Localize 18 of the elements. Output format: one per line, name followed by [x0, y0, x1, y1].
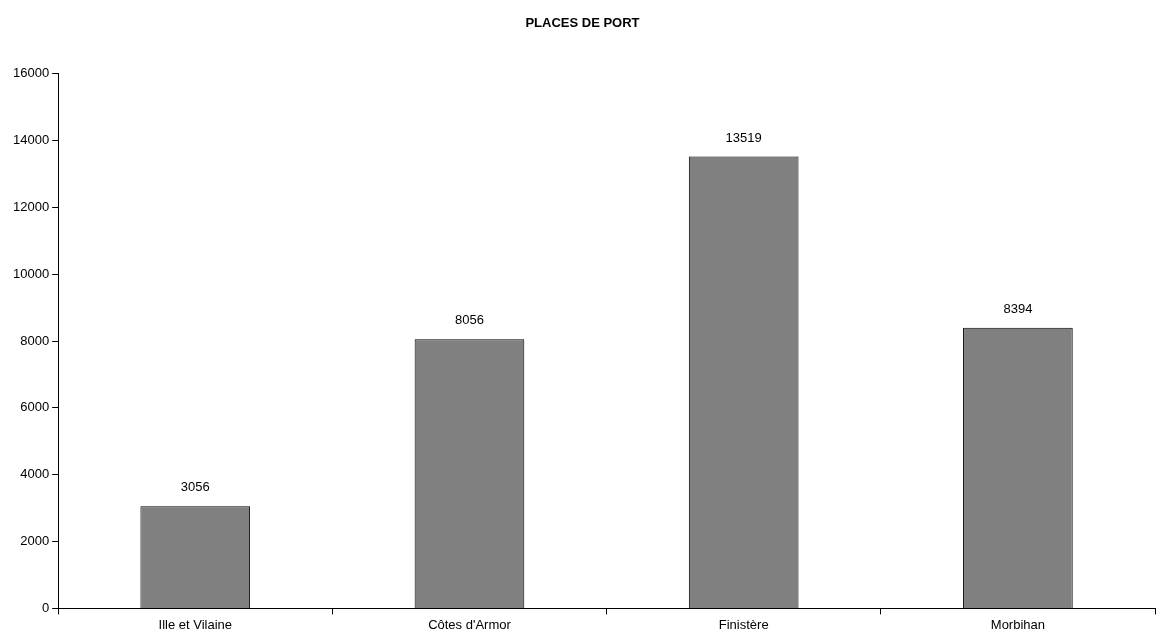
data-label: 8056 — [455, 312, 484, 328]
y-tick-label: 6000 — [20, 399, 50, 415]
x-tick-label: Côtes d'Armor — [428, 616, 512, 632]
data-label: 8394 — [1003, 300, 1033, 316]
y-tick-label: 0 — [41, 599, 50, 615]
y-tick-label: 10000 — [12, 265, 50, 281]
y-tick-label: 2000 — [20, 533, 50, 549]
y-tick-label: 4000 — [20, 466, 50, 482]
y-tick-label: 8000 — [20, 332, 50, 348]
y-tick-label: 12000 — [12, 198, 50, 214]
x-tick-label: Ille et Vilaine — [158, 616, 232, 632]
y-tick-label: 14000 — [12, 132, 50, 148]
y-tick-label: 16000 — [12, 65, 50, 81]
chart-title: PLACES DE PORT — [525, 15, 640, 31]
data-label: 13519 — [725, 129, 762, 145]
data-label: 3056 — [180, 479, 210, 495]
x-tick-label: Morbihan — [990, 616, 1045, 632]
x-tick-label: Finistère — [718, 616, 769, 632]
